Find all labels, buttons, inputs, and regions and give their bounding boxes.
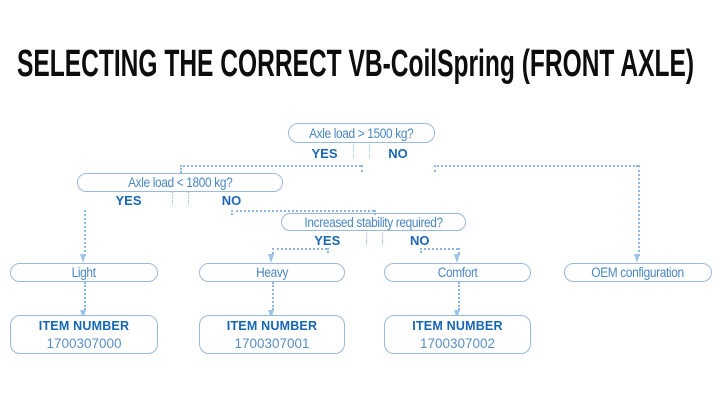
svg-text:SELECTING THE CORRECT VB-CoilS: SELECTING THE CORRECT VB-CoilSpring (FRO… [17,43,694,85]
